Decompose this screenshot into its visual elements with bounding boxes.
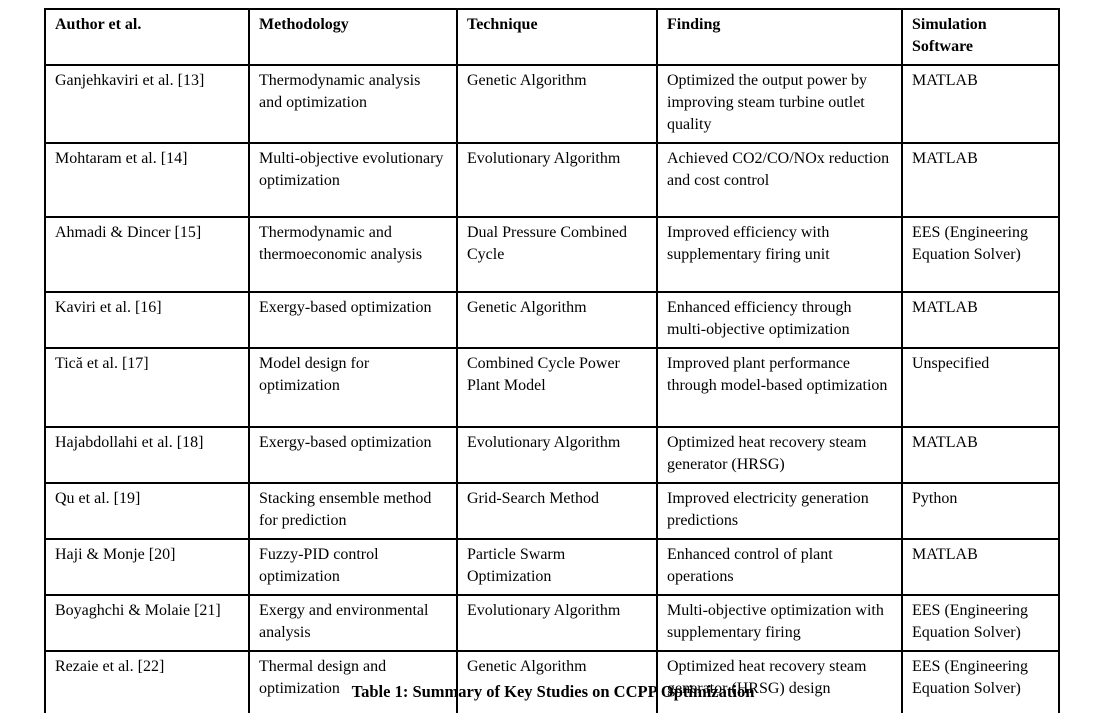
table-row: Mohtaram et al. [14] Multi-objective evol…: [44, 142, 1060, 218]
table-cell-methodology: Model design for optimization: [248, 347, 458, 428]
table-cell-software: MATLAB: [901, 142, 1060, 218]
table-cell-finding: Multi-objective optimization with supple…: [656, 594, 903, 652]
table-cell-author: Hajabdollahi et al. [18]: [44, 426, 250, 484]
table-cell-author: Ganjehkaviri et al. [13]: [44, 64, 250, 144]
table-header: Author et al. Methodology Technique Finding…: [44, 8, 1060, 66]
table-cell-technique: Genetic Algorithm: [456, 650, 658, 713]
table-cell-methodology: Thermodynamic analysis and optimization: [248, 64, 458, 144]
table-row: Qu et al. [19] Stacking ensemble method f…: [44, 482, 1060, 540]
table-row: Tică et al. [17] Model design for optimiz…: [44, 347, 1060, 428]
table-cell-author: Ahmadi & Dincer [15]: [44, 216, 250, 293]
table-cell-technique: Grid-Search Method: [456, 482, 658, 540]
table-cell-finding: Achieved CO2/CO/NOx reduction and cost c…: [656, 142, 903, 218]
table-caption: Table 1: Summary of Key Studies on CCPP …: [351, 682, 755, 701]
table-cell-finding: Improved electricity generation predicti…: [656, 482, 903, 540]
table-cell-methodology: Exergy-based optimization: [248, 426, 458, 484]
table-cell-software: EES (Engineering Equation Solver): [901, 216, 1060, 293]
table-cell-technique: Genetic Algorithm: [456, 64, 658, 144]
table-body: Ganjehkaviri et al. [13] Thermodynamic an…: [44, 64, 1060, 713]
table-cell-methodology: Fuzzy-PID control optimization: [248, 538, 458, 596]
column-header-finding: Finding: [656, 8, 903, 66]
table-cell-methodology: Exergy and environmental analysis: [248, 594, 458, 652]
table-row: Ganjehkaviri et al. [13] Thermodynamic an…: [44, 64, 1060, 144]
table-row: Boyaghchi & Molaie [21] Exergy and enviro…: [44, 594, 1060, 652]
table-cell-finding: Optimized the output power by improving …: [656, 64, 903, 144]
table-cell-author: Boyaghchi & Molaie [21]: [44, 594, 250, 652]
table-cell-software: MATLAB: [901, 538, 1060, 596]
table-cell-technique: Combined Cycle Power Plant Model: [456, 347, 658, 428]
table-cell-software: EES (Engineering Equation Solver): [901, 650, 1060, 713]
table-header-row: Author et al. Methodology Technique Finding…: [44, 8, 1060, 66]
table-cell-methodology: Stacking ensemble method for prediction: [248, 482, 458, 540]
table-cell-software: MATLAB: [901, 291, 1060, 349]
table-cell-software: MATLAB: [901, 64, 1060, 144]
table-cell-technique: Evolutionary Algorithm: [456, 142, 658, 218]
column-header-methodology: Methodology: [248, 8, 458, 66]
table-row: Haji & Monje [20] Fuzzy-PID control optim…: [44, 538, 1060, 596]
table-cell-author: Rezaie et al. [22]: [44, 650, 250, 713]
table-cell-software: EES (Engineering Equation Solver): [901, 594, 1060, 652]
table-cell-finding: Optimized heat recovery steam generator …: [656, 426, 903, 484]
table-row: Rezaie et al. [22] Thermal design and opt…: [44, 650, 1060, 713]
table-cell-software: Unspecified: [901, 347, 1060, 428]
table-cell-methodology: Multi-objective evolutionary optimizatio…: [248, 142, 458, 218]
column-header-author: Author et al.: [44, 8, 250, 66]
table-row: Ahmadi & Dincer [15] Thermodynamic and th…: [44, 216, 1060, 293]
table-cell-technique: Evolutionary Algorithm: [456, 594, 658, 652]
table-cell-methodology: Thermal design and optimization: [248, 650, 458, 713]
table-cell-finding: Optimized heat recovery steam generator …: [656, 650, 903, 713]
table-cell-software: Python: [901, 482, 1060, 540]
table-cell-author: Tică et al. [17]: [44, 347, 250, 428]
table-cell-technique: Dual Pressure Combined Cycle: [456, 216, 658, 293]
table-row: Kaviri et al. [16] Exergy-based optimizat…: [44, 291, 1060, 349]
table-cell-finding: Enhanced control of plant operations: [656, 538, 903, 596]
table-cell-methodology: Thermodynamic and thermoeconomic analysi…: [248, 216, 458, 293]
studies-table: Author et al. Methodology Technique Finding…: [44, 8, 1060, 713]
table-cell-finding: Enhanced efficiency through multi-object…: [656, 291, 903, 349]
table-cell-software: MATLAB: [901, 426, 1060, 484]
column-header-software: Simulation Software: [901, 8, 1060, 66]
table-cell-author: Kaviri et al. [16]: [44, 291, 250, 349]
table-cell-methodology: Exergy-based optimization: [248, 291, 458, 349]
table-cell-finding: Improved efficiency with supplementary f…: [656, 216, 903, 293]
table-row: Hajabdollahi et al. [18] Exergy-based opt…: [44, 426, 1060, 484]
column-header-technique: Technique: [456, 8, 658, 66]
table-cell-technique: Evolutionary Algorithm: [456, 426, 658, 484]
table-cell-finding: Improved plant performance through model…: [656, 347, 903, 428]
table-cell-technique: Genetic Algorithm: [456, 291, 658, 349]
table-cell-author: Qu et al. [19]: [44, 482, 250, 540]
table-cell-author: Mohtaram et al. [14]: [44, 142, 250, 218]
table-cell-technique: Particle Swarm Optimization: [456, 538, 658, 596]
table-cell-author: Haji & Monje [20]: [44, 538, 250, 596]
